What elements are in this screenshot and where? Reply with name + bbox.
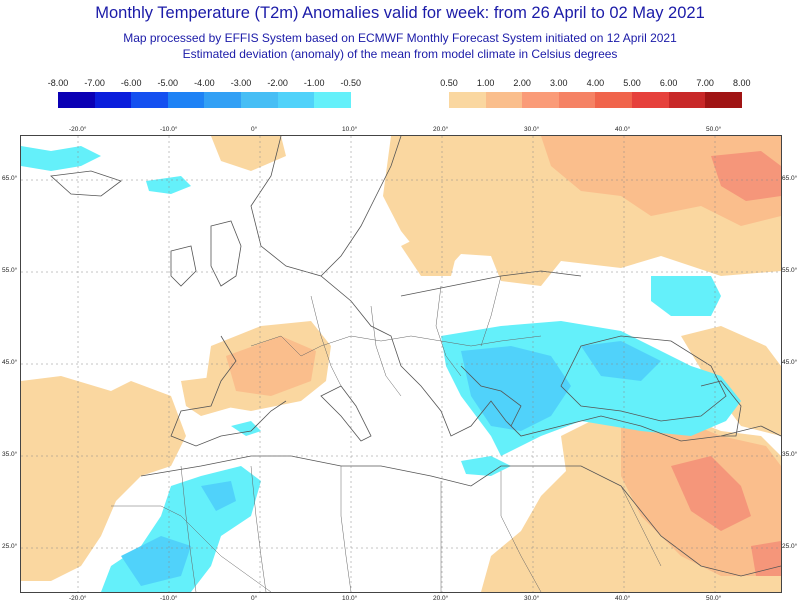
- latitude-label: 45.0°: [782, 359, 798, 366]
- longitude-label: 40.0°: [615, 595, 631, 602]
- legend-swatch: [522, 92, 559, 108]
- map-title: Monthly Temperature (T2m) Anomalies vali…: [95, 4, 705, 22]
- legend-swatch: [558, 92, 596, 108]
- latitude-label: 55.0°: [782, 267, 798, 274]
- longitude-label: 0°: [251, 595, 258, 602]
- latitude-label: 35.0°: [782, 451, 798, 458]
- legend-warm: 0.50 1.00 2.00 3.00 4.00 5.00 6.00 7.00 8.00: [440, 78, 751, 108]
- legend-tick-label: 3.00: [550, 78, 568, 88]
- latitude-label: 35.0°: [2, 451, 18, 458]
- map-subtitle-units: Estimated deviation (anomaly) of the mea…: [182, 47, 618, 61]
- latitude-label: 45.0°: [2, 359, 18, 366]
- latitude-label: 25.0°: [2, 543, 18, 550]
- legend-tick-label: 7.00: [696, 78, 714, 88]
- legend-tick-label: -6.00: [120, 78, 142, 88]
- legend-tick-label: 8.00: [733, 78, 751, 88]
- latitude-label: 65.0°: [782, 175, 798, 182]
- legend-swatch: [449, 92, 486, 108]
- legend-cold-swatches: [58, 92, 351, 108]
- legend-swatch: [705, 92, 742, 108]
- longitude-label: 20.0°: [433, 126, 449, 133]
- legend-swatch: [595, 92, 632, 108]
- legend-tick-label: 0.50: [440, 78, 458, 88]
- legend-swatch: [131, 92, 168, 108]
- longitude-label: 10.0°: [342, 126, 358, 133]
- legend-tick-label: 1.00: [476, 78, 495, 88]
- legend-cold-labels: -8.00 -7.00 -6.00 -5.00 -4.00 -3.00 -2.00 -1.00…: [48, 78, 361, 90]
- legend-swatch: [58, 92, 95, 108]
- legend-swatch: [167, 92, 205, 108]
- legend-swatch: [631, 92, 669, 108]
- longitude-label: -10.0°: [160, 126, 178, 133]
- legend-tick-label: -4.00: [194, 78, 215, 88]
- legend-tick-label: -3.00: [230, 78, 252, 88]
- legend-cold: -8.00 -7.00 -6.00 -5.00 -4.00 -3.00 -2.00 -1.00…: [48, 78, 361, 108]
- legend-swatch: [277, 92, 315, 108]
- longitude-label: -20.0°: [69, 126, 87, 133]
- legend-warm-labels: 0.50 1.00 2.00 3.00 4.00 5.00 6.00 7.00 8.00: [440, 78, 750, 90]
- longitude-label: -10.0°: [160, 595, 178, 602]
- warm-anomaly-strong: [671, 151, 781, 576]
- legend-tick-label: 2.00: [513, 78, 531, 88]
- longitude-label: 20.0°: [433, 595, 449, 602]
- longitude-label: 40.0°: [615, 126, 631, 133]
- legend-swatch: [204, 92, 241, 108]
- longitude-label: 0°: [251, 126, 258, 133]
- legend-tick-label: -8.00: [47, 78, 69, 88]
- legend-swatch: [668, 92, 706, 108]
- legend-swatch: [94, 92, 132, 108]
- legend-warm-swatches: [449, 92, 742, 108]
- longitude-label: 30.0°: [524, 595, 540, 602]
- map-canvas: [21, 136, 781, 592]
- country-borders: [111, 275, 662, 592]
- legend-swatch: [314, 92, 351, 108]
- legend-tick-label: 4.00: [586, 78, 605, 88]
- graticule: [21, 136, 781, 592]
- latitude-label: 25.0°: [782, 543, 798, 550]
- longitude-label: 50.0°: [706, 595, 722, 602]
- map-subtitle-source: Map processed by EFFIS System based on E…: [123, 31, 677, 45]
- longitude-label: 10.0°: [342, 595, 358, 602]
- latitude-label: 65.0°: [2, 175, 18, 182]
- latitude-label: 55.0°: [2, 267, 18, 274]
- legend-tick-label: 5.00: [623, 78, 641, 88]
- longitude-label: 50.0°: [706, 126, 722, 133]
- legend-tick-label: -2.00: [267, 78, 288, 88]
- longitude-label: 30.0°: [524, 126, 540, 133]
- legend-tick-label: -5.00: [157, 78, 179, 88]
- cold-anomaly-mid: [121, 341, 661, 586]
- legend-tick-label: -1.00: [303, 78, 325, 88]
- legend-tick-label: -7.00: [84, 78, 105, 88]
- legend-tick-label: 6.00: [659, 78, 678, 88]
- anomaly-map[interactable]: [20, 135, 782, 593]
- legend-swatch: [240, 92, 278, 108]
- legend-tick-label: -0.50: [340, 78, 362, 88]
- legend-swatch: [485, 92, 523, 108]
- longitude-label: -20.0°: [69, 595, 87, 602]
